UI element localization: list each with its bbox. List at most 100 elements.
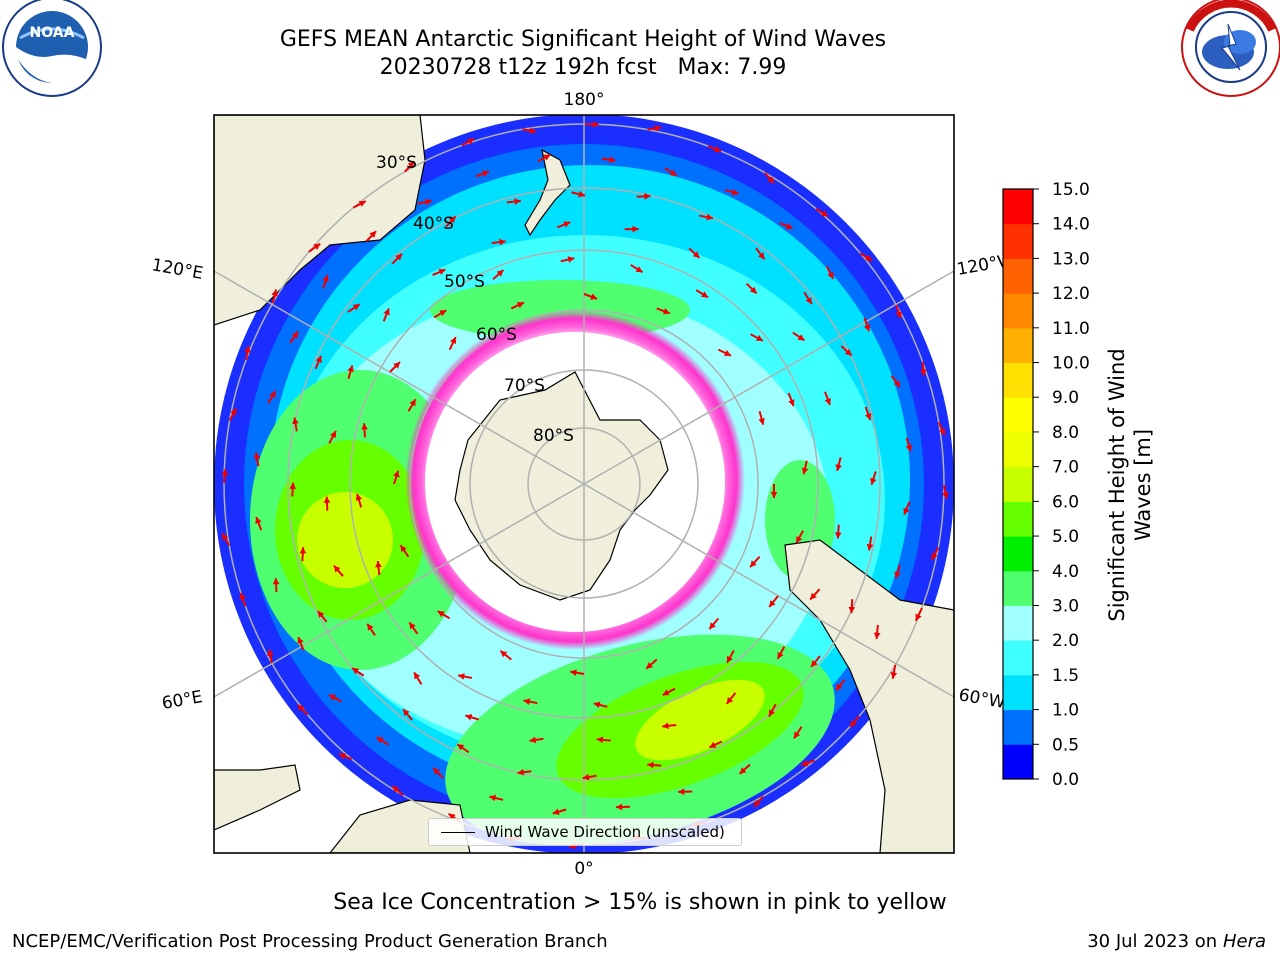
lon-label-120e: 120°E [150, 255, 204, 284]
wind-wave-arrow [433, 309, 447, 319]
wind-wave-arrow [407, 398, 417, 412]
colorbar-segment [1003, 466, 1033, 502]
footer-branch: NCEP/EMC/Verification Post Processing Pr… [12, 931, 608, 952]
wind-wave-arrow [815, 208, 829, 218]
wind-wave-arrow [297, 703, 309, 716]
wind-wave-arrow [583, 293, 598, 300]
colorbar-tick-label: 1.5 [1052, 666, 1079, 686]
wind-wave-arrow [448, 336, 457, 351]
wind-wave-arrow [738, 763, 751, 775]
wind-wave-arrow [289, 330, 299, 344]
wind-wave-arrow [413, 671, 423, 685]
wind-wave-arrow [835, 457, 842, 472]
wind-wave-arrow [890, 375, 901, 388]
wind-wave-arrow [432, 767, 444, 779]
colorbar-tick-label: 5.0 [1052, 527, 1079, 547]
wind-wave-arrow [662, 722, 677, 730]
wind-wave-arrow [870, 471, 877, 486]
wind-wave-arrow [391, 253, 403, 265]
wind-wave-arrow [864, 406, 872, 421]
wind-wave-arrow [890, 664, 898, 679]
wind-wave-arrow [402, 708, 413, 721]
legend-label: Wind Wave Direction (unscaled) [485, 823, 725, 841]
wind-wave-arrow [445, 215, 457, 228]
wind-wave-arrow [834, 524, 842, 539]
wind-wave-arrow [678, 788, 693, 796]
wind-wave-arrow [552, 808, 567, 815]
wind-wave-arrow [537, 153, 551, 163]
wind-wave-arrow [393, 470, 400, 485]
wind-wave-arrow [768, 703, 777, 717]
wind-wave-arrow [299, 547, 307, 562]
wind-wave-arrow [523, 698, 538, 705]
map-legend: Wind Wave Direction (unscaled) [428, 818, 742, 846]
sea-ice-caption: Sea Ice Concentration > 15% is shown in … [333, 890, 947, 915]
wind-wave-arrow [506, 198, 521, 205]
wind-wave-arrow [292, 417, 299, 432]
wind-wave-arrow [317, 610, 328, 623]
colorbar-tick-label: 2.0 [1052, 631, 1079, 651]
wind-wave-arrow [708, 617, 720, 630]
wind-wave-arrow [770, 484, 778, 498]
footer-date: 30 Jul 2023 on [1087, 931, 1223, 952]
wind-wave-arrow [361, 423, 368, 438]
noaa-logo: NOAA [2, 0, 102, 97]
wind-wave-arrow [779, 222, 794, 230]
colorbar-segment [1003, 397, 1033, 433]
lon-label-60e: 60°E [160, 687, 204, 714]
wind-wave-arrow [391, 785, 404, 797]
wave-zone-atlantic-max [635, 679, 765, 761]
wind-wave-arrow [517, 768, 532, 776]
wind-wave-arrow [228, 407, 238, 421]
wind-wave-arrow [328, 693, 342, 703]
wind-wave-arrow [920, 361, 927, 376]
wind-wave-arrow [239, 592, 247, 607]
wind-wave-arrow [382, 308, 390, 322]
footer-machine: Hera [1222, 931, 1266, 952]
wind-wave-arrow [272, 578, 280, 593]
wind-wave-arrow [755, 247, 766, 260]
wind-wave-arrow [323, 496, 331, 511]
wind-wave-arrow [863, 317, 871, 332]
wind-wave-arrow [365, 230, 377, 242]
wind-wave-arrow [352, 200, 367, 209]
nws-logo [1181, 0, 1280, 97]
wind-wave-arrow [795, 530, 804, 544]
wind-wave-arrow [456, 743, 470, 754]
wind-wave-arrow [662, 687, 676, 697]
colorbar-label-line2: Waves [m] [1131, 429, 1155, 541]
colorbar: 0.0 0.5 1.0 1.5 2.0 3.0 4.0 5.0 6.0 7.0 8.0 9.0 10.0… [1002, 180, 1090, 790]
wind-wave-arrow [593, 701, 608, 709]
wind-wave-arrow [221, 468, 229, 484]
wind-wave-arrow [432, 268, 446, 277]
wind-wave-arrow [810, 655, 821, 668]
wind-wave-arrow [758, 411, 765, 426]
footer-run-info: 30 Jul 2023 on Hera [1087, 931, 1266, 952]
colorbar-segment [1003, 674, 1033, 711]
lat-label-70s: 70°S [504, 376, 545, 396]
wind-wave-arrow [328, 430, 337, 444]
wind-wave-arrow [355, 493, 363, 508]
wind-wave-arrow [333, 564, 344, 577]
wind-wave-arrow [584, 121, 600, 128]
colorbar-segment [1003, 570, 1033, 606]
wind-wave-arrow [571, 190, 586, 198]
wind-wave-arrow [461, 137, 475, 147]
wind-wave-arrow [636, 192, 651, 200]
wind-wave-arrow [801, 759, 815, 767]
wind-wave-arrow [688, 247, 701, 259]
chart-title-line1: GEFS MEAN Antarctic Significant Height o… [279, 27, 887, 52]
wind-wave-arrow [707, 145, 722, 153]
legend-line-swatch [441, 831, 475, 833]
lon-label-0: 0° [574, 859, 593, 879]
wind-wave-arrow [905, 437, 913, 452]
wind-wave-arrow [835, 678, 846, 692]
wind-wave-arrow [873, 624, 881, 640]
wind-wave-arrow [937, 422, 946, 436]
wind-wave-arrow [244, 345, 251, 361]
wind-wave-arrow [570, 669, 585, 676]
wind-wave-arrow [895, 304, 902, 319]
wind-wave-arrow [267, 390, 277, 404]
colorbar-tick-label: 15.0 [1052, 180, 1090, 200]
